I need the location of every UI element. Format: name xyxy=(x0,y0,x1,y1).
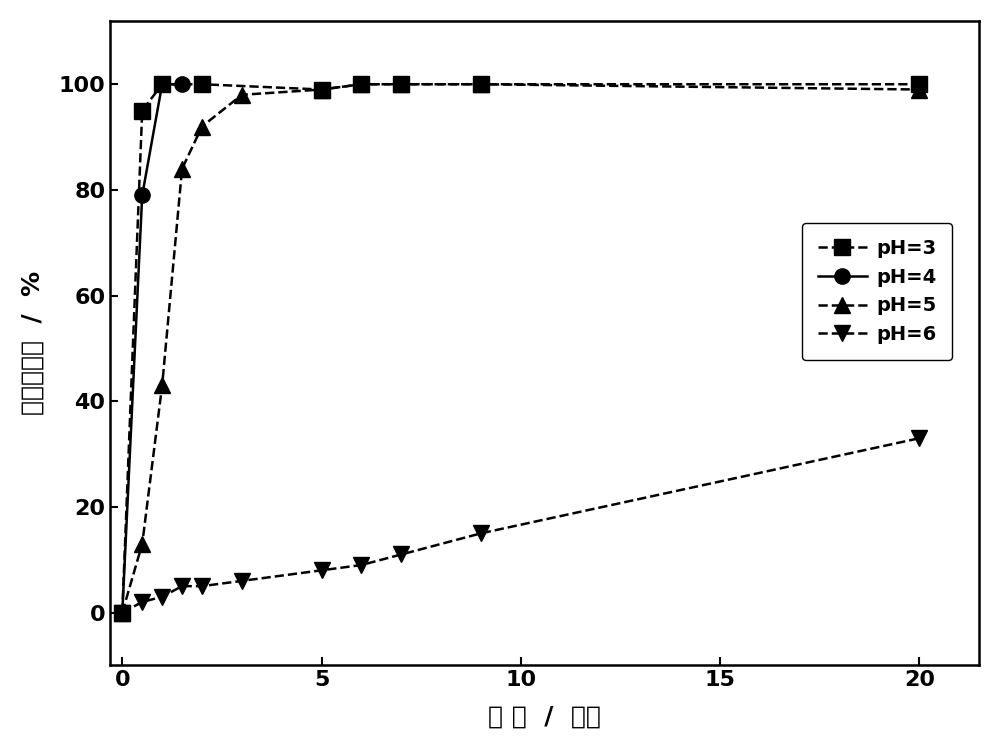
pH=6 xyxy=(156,592,168,601)
pH=3 xyxy=(116,608,128,617)
pH=5 xyxy=(116,608,128,617)
pH=6 xyxy=(913,434,925,443)
pH=4 xyxy=(116,608,128,617)
pH=5 xyxy=(136,539,148,548)
pH=6 xyxy=(355,560,367,569)
pH=3 xyxy=(316,85,328,94)
pH=4 xyxy=(156,79,168,88)
pH=5 xyxy=(316,85,328,94)
pH=5 xyxy=(913,85,925,94)
pH=6 xyxy=(236,577,248,586)
X-axis label: 时 间  /  小时: 时 间 / 小时 xyxy=(488,704,601,728)
Line: pH=3: pH=3 xyxy=(115,76,927,620)
pH=6 xyxy=(136,598,148,607)
pH=6 xyxy=(395,550,407,559)
pH=3 xyxy=(196,79,208,88)
pH=3 xyxy=(156,79,168,88)
pH=3 xyxy=(136,106,148,115)
Line: pH=6: pH=6 xyxy=(115,431,927,620)
pH=3 xyxy=(913,79,925,88)
pH=6 xyxy=(475,529,487,538)
pH=6 xyxy=(116,608,128,617)
Y-axis label: 苯酚去除率  /  %: 苯酚去除率 / % xyxy=(21,271,45,415)
pH=4 xyxy=(176,79,188,88)
pH=6 xyxy=(176,582,188,591)
pH=5 xyxy=(176,164,188,173)
Legend: pH=3, pH=4, pH=5, pH=6: pH=3, pH=4, pH=5, pH=6 xyxy=(802,223,952,360)
Line: pH=4: pH=4 xyxy=(115,76,190,620)
pH=3 xyxy=(475,79,487,88)
pH=5 xyxy=(196,122,208,131)
pH=5 xyxy=(236,91,248,100)
pH=3 xyxy=(395,79,407,88)
pH=3 xyxy=(355,79,367,88)
pH=6 xyxy=(316,565,328,574)
Line: pH=5: pH=5 xyxy=(115,76,927,620)
pH=4 xyxy=(136,191,148,200)
pH=5 xyxy=(355,79,367,88)
pH=5 xyxy=(156,381,168,390)
pH=5 xyxy=(475,79,487,88)
pH=5 xyxy=(395,79,407,88)
pH=6 xyxy=(196,582,208,591)
